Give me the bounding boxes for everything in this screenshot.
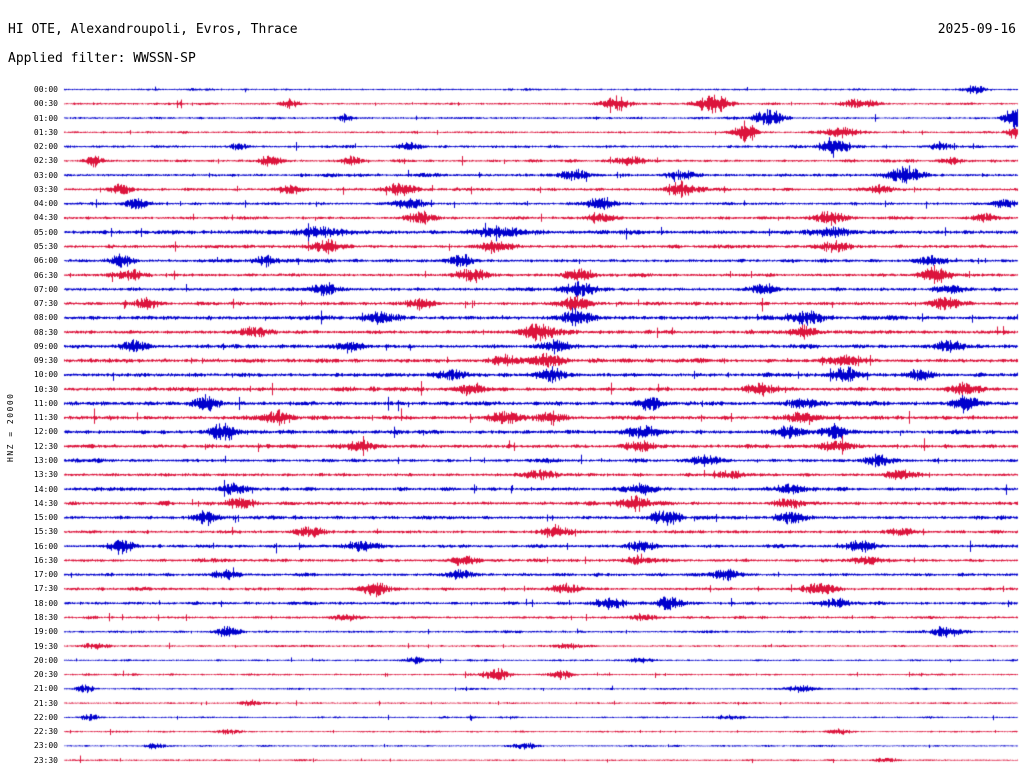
row-time-label: 02:30 xyxy=(33,156,58,166)
row-time-label: 15:00 xyxy=(33,513,58,523)
row-time-label: 03:00 xyxy=(33,170,58,180)
row-time-label: 14:00 xyxy=(33,484,58,494)
row-time-label: 15:30 xyxy=(33,527,58,537)
row-time-label: 07:00 xyxy=(33,284,58,294)
row-time-label: 07:30 xyxy=(33,299,58,309)
row-time-label: 14:30 xyxy=(33,498,58,508)
row-time-label: 11:00 xyxy=(33,398,58,408)
row-time-label: 13:30 xyxy=(33,470,58,480)
row-time-label: 10:00 xyxy=(33,370,58,380)
date-label: 2025-09-16 xyxy=(937,22,1016,37)
row-time-label: 20:00 xyxy=(33,655,58,665)
row-time-label: 09:00 xyxy=(33,341,58,351)
row-time-label: 12:00 xyxy=(33,427,58,437)
row-time-label: 21:30 xyxy=(33,698,58,708)
row-time-label: 08:30 xyxy=(33,327,58,337)
row-time-label: 19:00 xyxy=(33,627,58,637)
row-time-label: 05:00 xyxy=(33,227,58,237)
row-time-label: 18:30 xyxy=(33,612,58,622)
row-time-label: 01:30 xyxy=(33,127,58,137)
row-time-label: 19:30 xyxy=(33,641,58,651)
row-time-label: 00:00 xyxy=(33,85,58,94)
station-title: HI OTE, Alexandroupoli, Evros, Thrace xyxy=(8,22,298,37)
row-time-label: 16:30 xyxy=(33,555,58,565)
row-time-label: 13:00 xyxy=(33,456,58,466)
row-time-label: 04:00 xyxy=(33,199,58,209)
row-time-label: 04:30 xyxy=(33,213,58,223)
row-time-label: 23:00 xyxy=(33,741,58,751)
row-time-label: 08:00 xyxy=(33,313,58,323)
row-time-label: 22:00 xyxy=(33,712,58,722)
row-time-label: 11:30 xyxy=(33,413,58,423)
row-time-label: 23:30 xyxy=(33,755,58,765)
row-time-label: 20:30 xyxy=(33,670,58,680)
row-time-label: 06:00 xyxy=(33,256,58,266)
row-time-label: 03:30 xyxy=(33,184,58,194)
row-time-label: 02:00 xyxy=(33,142,58,152)
row-time-label: 17:30 xyxy=(33,584,58,594)
row-time-label: 18:00 xyxy=(33,598,58,608)
row-time-label: 05:30 xyxy=(33,241,58,251)
row-time-label: 10:30 xyxy=(33,384,58,394)
row-time-label: 06:30 xyxy=(33,270,58,280)
row-time-label: 00:30 xyxy=(33,99,58,109)
row-time-label: 22:30 xyxy=(33,727,58,737)
row-time-label: 17:00 xyxy=(33,570,58,580)
row-time-label: 09:30 xyxy=(33,356,58,366)
row-time-label: 01:00 xyxy=(33,113,58,123)
row-time-label: 12:30 xyxy=(33,441,58,451)
row-time-label: 16:00 xyxy=(33,541,58,551)
row-time-label: 21:00 xyxy=(33,684,58,694)
filter-label: Applied filter: WWSSN-SP xyxy=(8,51,196,66)
